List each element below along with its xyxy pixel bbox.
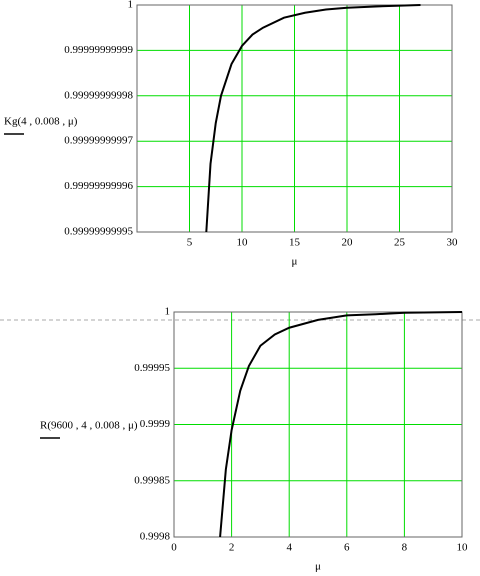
y-tick-label: 1	[165, 306, 171, 318]
x-tick-label: 0	[171, 542, 177, 554]
y-tick-label: 1	[128, 0, 134, 11]
x-tick-label: 10	[457, 542, 469, 554]
x-tick-label: 10	[237, 237, 249, 249]
x-tick-label: 8	[402, 542, 408, 554]
y-axis-label: Kg(4 , 0.008 , μ)	[4, 116, 78, 128]
x-tick-label: 5	[187, 237, 193, 249]
y-tick-label: 0.99995	[134, 362, 170, 374]
y-tick-label: 0.9999	[140, 418, 171, 430]
curve	[205, 4, 421, 233]
x-tick-label: 2	[229, 542, 235, 554]
x-axis-label: μ	[292, 256, 298, 268]
x-tick-label: 30	[447, 237, 459, 249]
y-axis-label: R(9600 , 4 , 0.008 , μ)	[40, 420, 138, 432]
y-tick-label: 0.99999999995	[64, 226, 133, 238]
curve	[219, 311, 463, 538]
y-tick-label: 0.99999999998	[64, 89, 133, 101]
x-tick-label: 6	[344, 542, 350, 554]
x-tick-label: 4	[286, 542, 292, 554]
plot-frame	[173, 311, 463, 538]
y-tick-label: 0.9998	[140, 531, 171, 543]
plot-frame	[136, 4, 453, 233]
y-tick-label: 0.99999999996	[64, 180, 133, 192]
x-tick-label: 25	[394, 237, 406, 249]
x-tick-label: 20	[342, 237, 354, 249]
x-tick-label: 15	[289, 237, 301, 249]
y-tick-label: 0.99999999997	[64, 135, 133, 147]
y-tick-label: 0.99999999999	[64, 44, 133, 56]
x-axis-label: μ	[315, 561, 321, 573]
y-tick-label: 0.99985	[134, 474, 170, 486]
